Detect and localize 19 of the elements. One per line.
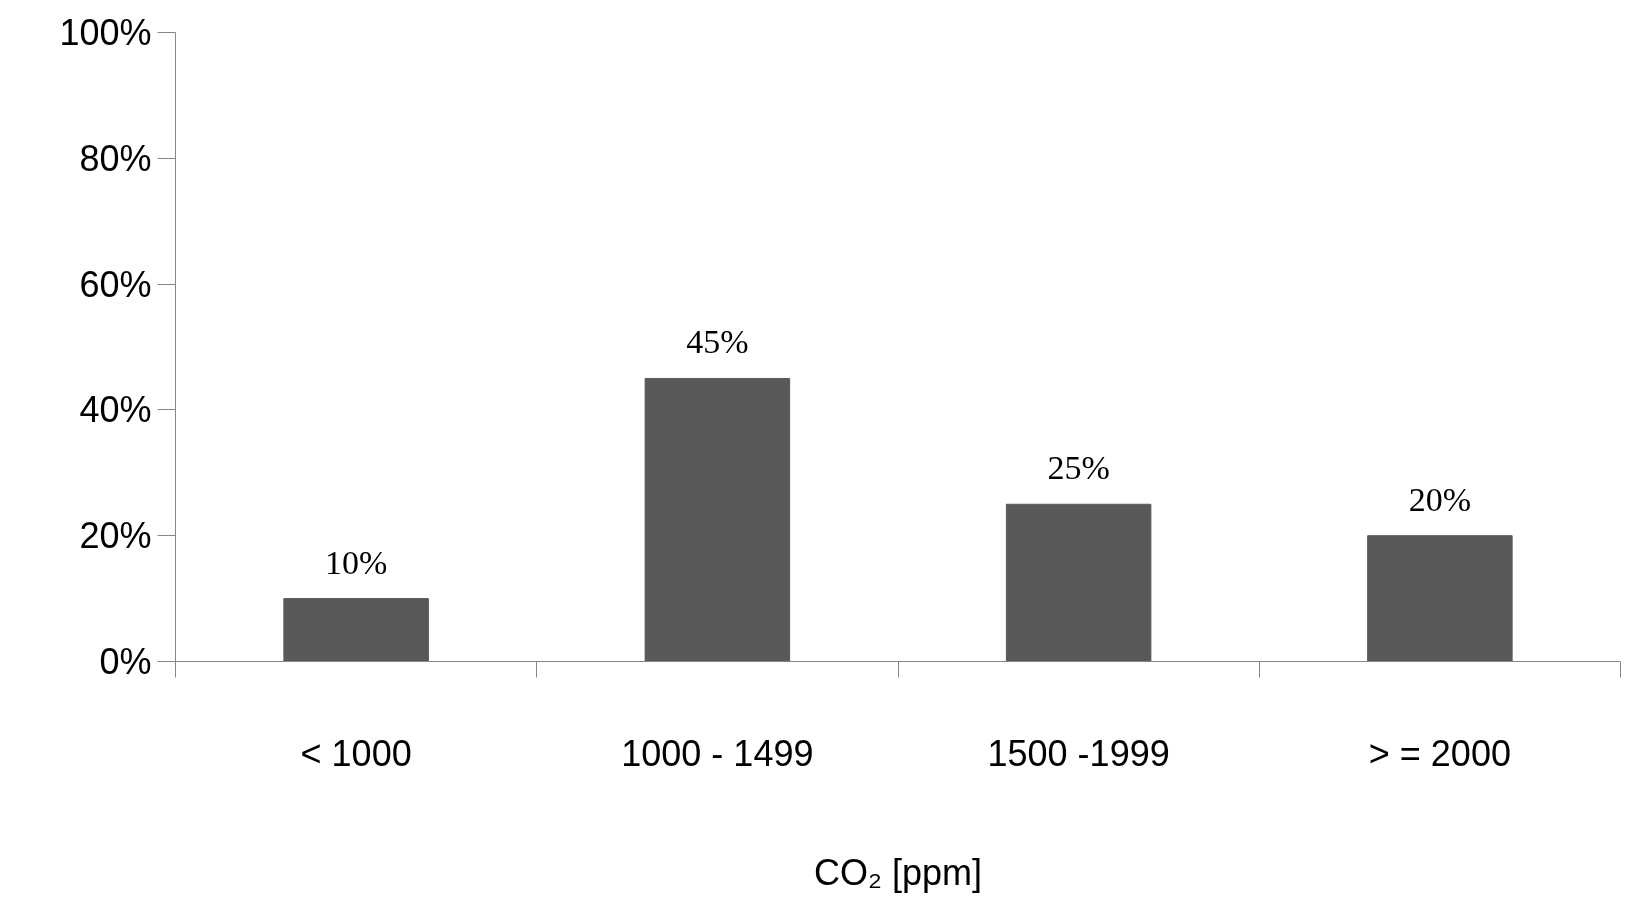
bar xyxy=(283,598,429,662)
data-label: 20% xyxy=(1408,480,1472,518)
bar xyxy=(1367,535,1513,662)
data-label: 25% xyxy=(1047,449,1110,487)
bar xyxy=(1005,503,1152,662)
y-tick-label: 80% xyxy=(79,137,152,179)
data-label: 10% xyxy=(324,543,388,581)
x-tick-label: 1500 -1999 xyxy=(987,732,1170,774)
x-axis-title: CO₂ [ppm] xyxy=(813,851,983,893)
x-tick-label: > = 2000 xyxy=(1368,732,1511,774)
bar xyxy=(644,377,791,662)
y-tick-label: 60% xyxy=(79,263,152,305)
y-tick-label: 20% xyxy=(79,515,152,557)
y-tick-label: 0% xyxy=(99,641,152,682)
y-tick-label: 100% xyxy=(59,12,152,53)
y-tick-label: 40% xyxy=(79,389,152,431)
x-tick-label: < 1000 xyxy=(300,732,412,774)
x-tick-label: 1000 - 1499 xyxy=(621,732,814,774)
data-label: 45% xyxy=(686,323,749,361)
